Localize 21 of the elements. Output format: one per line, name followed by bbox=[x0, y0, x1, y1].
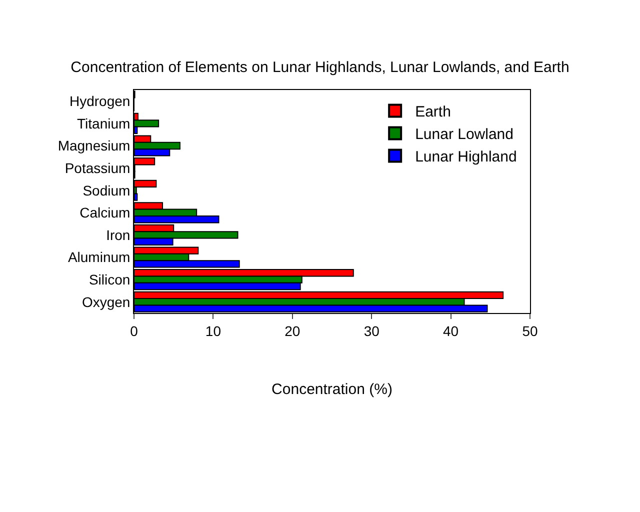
y-tick-label: Silicon bbox=[88, 271, 130, 288]
legend-label: Earth bbox=[415, 104, 451, 121]
y-tick-label: Sodium bbox=[82, 182, 130, 198]
y-tick-label: Calcium bbox=[80, 204, 130, 221]
chart-title: Concentration of Elements on Lunar Highlands, Lunar Lowlands, and Earth bbox=[70, 58, 570, 76]
y-tick-label: Magnesium bbox=[58, 138, 130, 154]
legend-label: Lunar Highland bbox=[415, 148, 517, 166]
y-tick-label: Oxygen bbox=[82, 294, 130, 310]
x-tick-label: 40 bbox=[443, 322, 459, 339]
x-tick-label: 50 bbox=[522, 322, 538, 339]
y-tick-label: Titanium bbox=[77, 115, 130, 132]
y-tick-label: Iron bbox=[106, 226, 130, 243]
legend-label: Lunar Lowland bbox=[415, 126, 514, 144]
y-tick-label: Hydrogen bbox=[69, 93, 130, 110]
y-tick-label: Aluminum bbox=[68, 249, 130, 266]
x-axis-title: Concentration (%) bbox=[272, 380, 392, 398]
x-tick-label: 30 bbox=[364, 322, 380, 339]
y-tick-label: Potassium bbox=[64, 160, 130, 176]
x-tick-label: 20 bbox=[284, 322, 300, 339]
x-tick-label: 0 bbox=[130, 322, 138, 339]
x-tick-label: 10 bbox=[205, 322, 222, 339]
